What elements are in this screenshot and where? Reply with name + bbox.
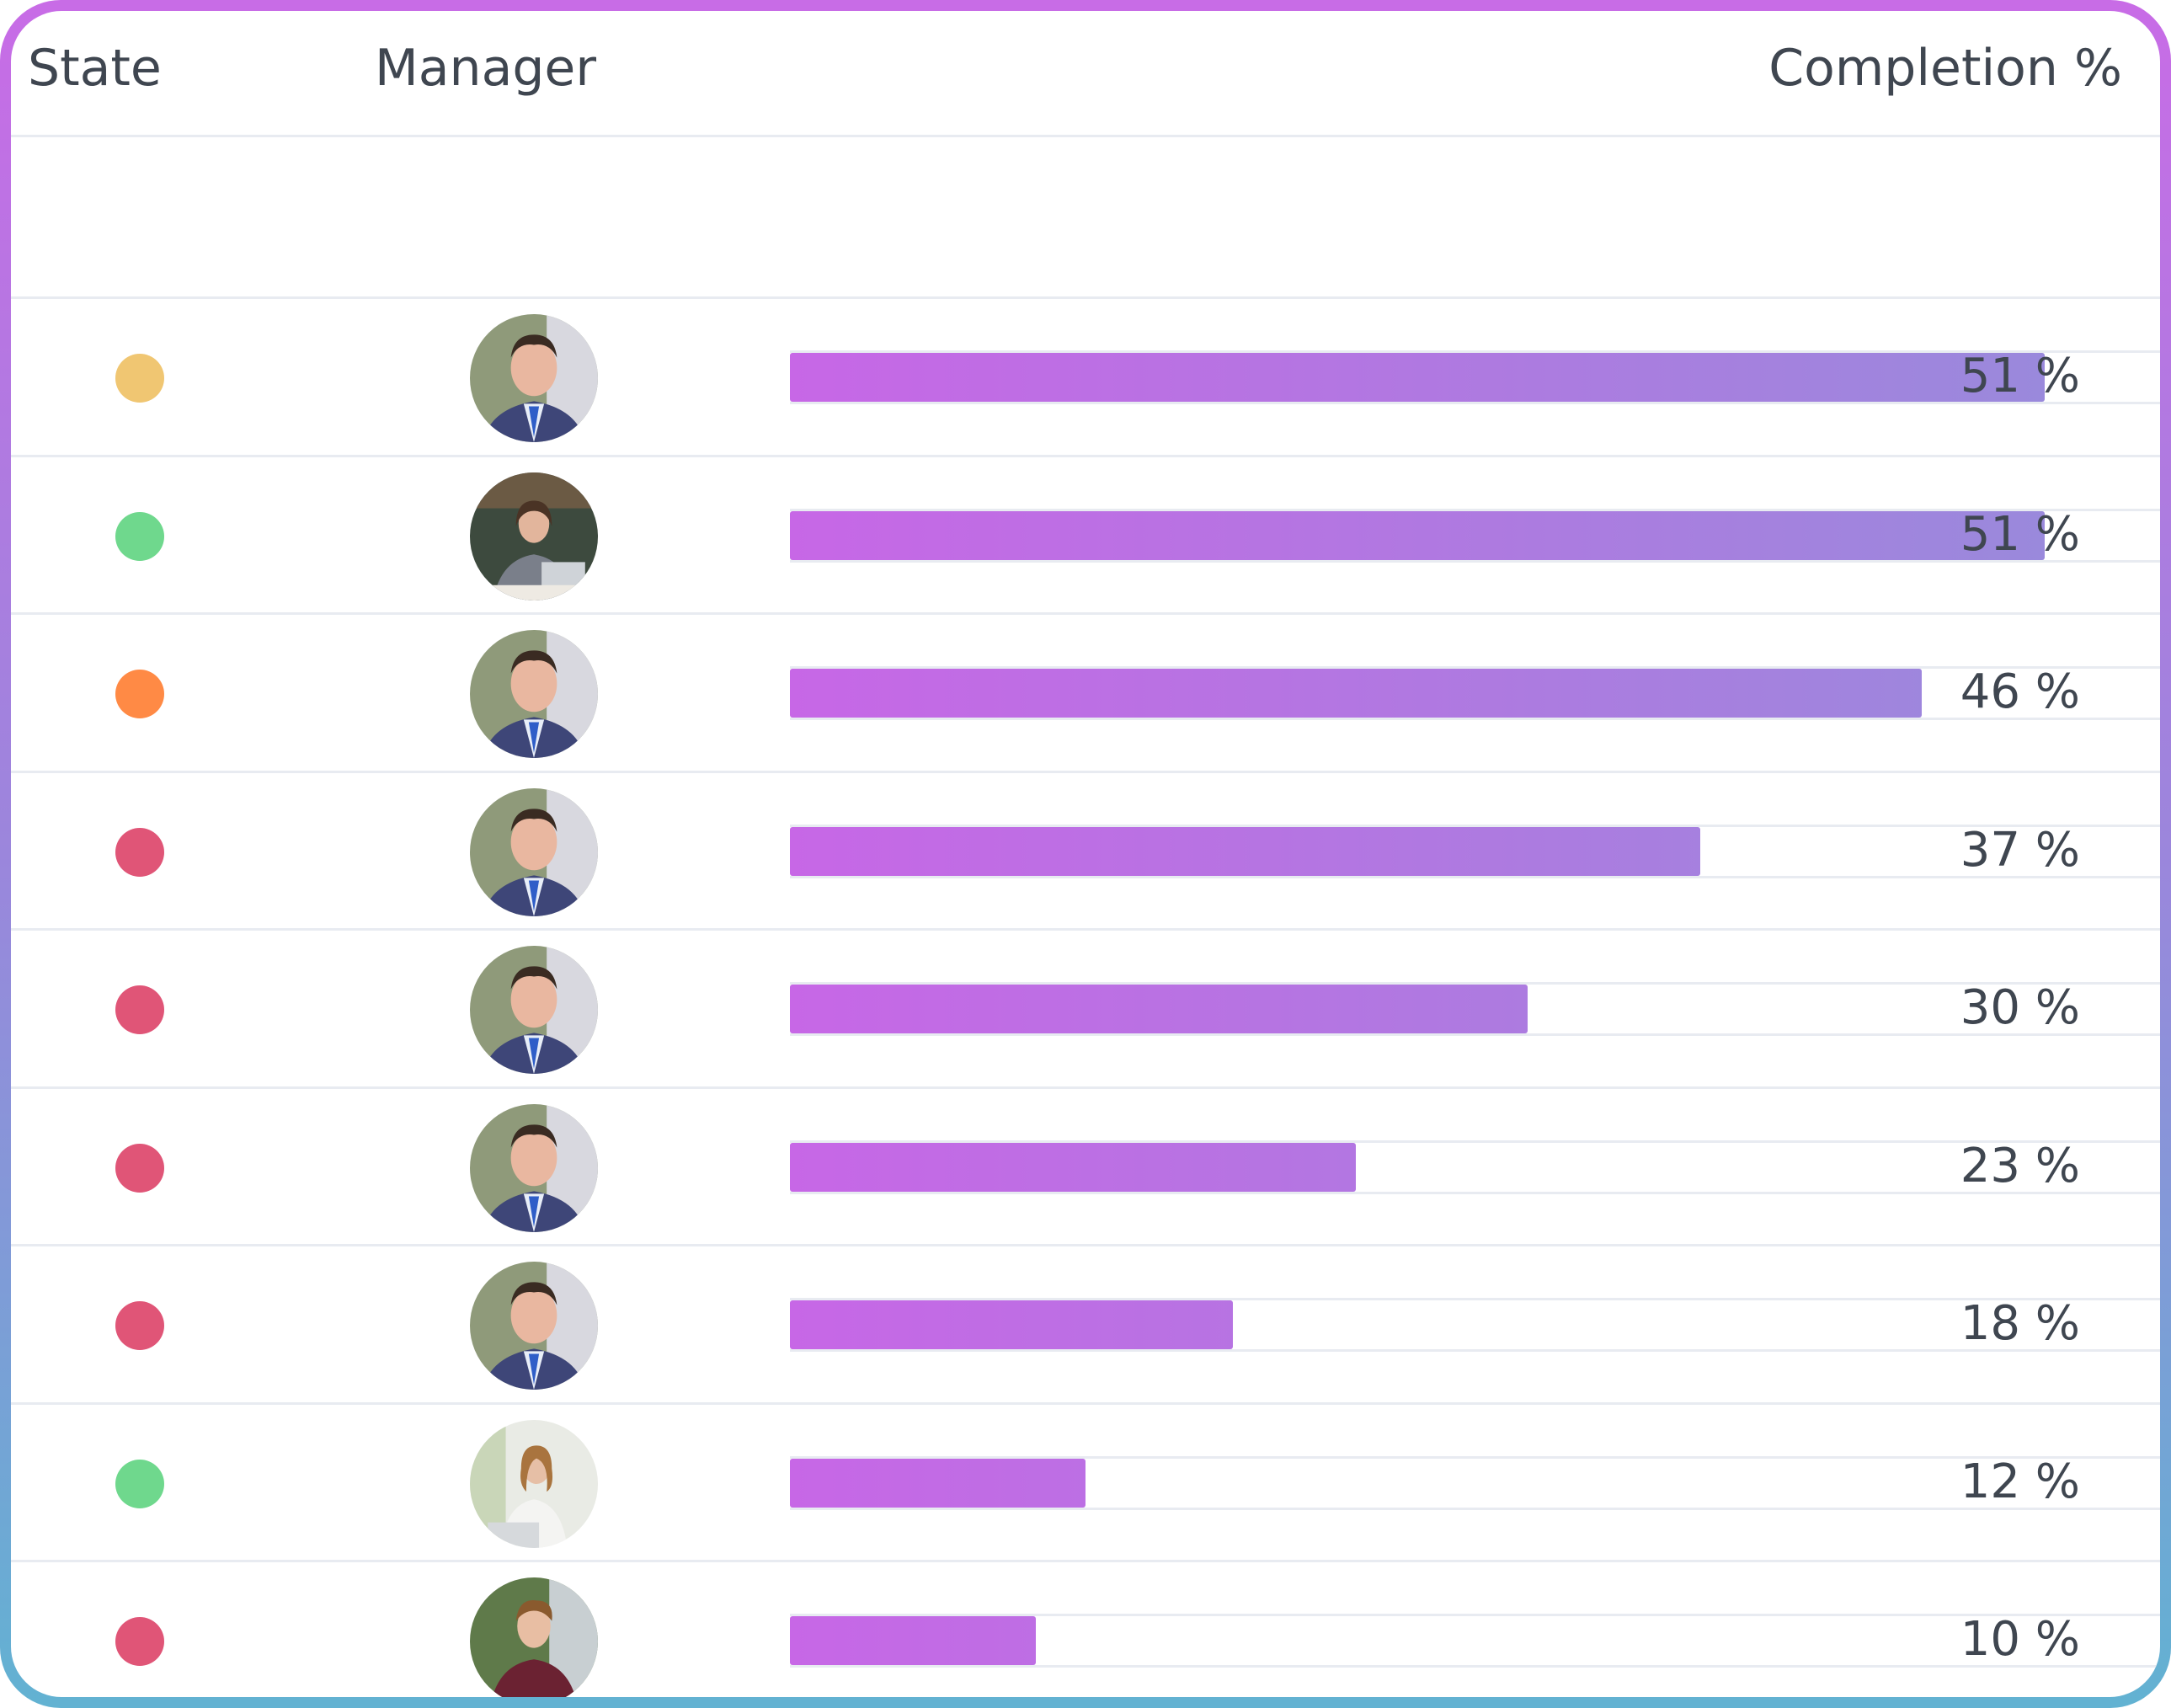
table-row[interactable]: 12 % [11,1405,2160,1562]
table-header: State Manager Completion % [11,11,2160,137]
woman-office-avatar[interactable] [470,1419,598,1548]
completion-track [790,824,2160,878]
table-body: 51 % 51 % 46 % 37 % 30 % 23 % 18 % 12 % 10 % [11,299,2160,1697]
table-row[interactable]: 10 % [11,1562,2160,1697]
state-indicator [115,670,164,718]
man-suit-avatar[interactable] [470,946,598,1074]
column-header-completion[interactable]: Completion % [1768,39,2122,98]
table-row[interactable]: 51 % [11,457,2160,615]
completion-bar [790,353,2045,402]
state-indicator [115,1459,164,1508]
filter-row [11,137,2160,299]
table-row[interactable]: 23 % [11,1089,2160,1246]
table-row[interactable]: 51 % [11,299,2160,457]
completion-track [790,1455,2160,1510]
completion-track [790,1140,2160,1194]
completion-bar [790,1458,1086,1508]
woman-laptop-avatar[interactable] [470,472,598,600]
man-suit-avatar[interactable] [470,787,598,916]
completion-value: 51 % [1960,506,2080,562]
table-row[interactable]: 30 % [11,931,2160,1089]
state-indicator [115,354,164,403]
completion-bar [790,985,1528,1033]
table-card: State Manager Completion % 51 % 51 % 46 % 3… [11,11,2160,1697]
completion-value: 18 % [1960,1296,2080,1351]
completion-value: 30 % [1960,980,2080,1035]
completion-bar [790,826,1700,876]
completion-track [790,350,2160,404]
completion-bar [790,1616,1037,1665]
completion-bar [790,1142,1356,1192]
completion-bar [790,669,1922,718]
man-suit-avatar[interactable] [470,1103,598,1232]
completion-value: 46 % [1960,665,2080,719]
completion-track [790,666,2160,720]
state-indicator [115,511,164,561]
completion-bar [790,510,2045,560]
man-burgundy-avatar[interactable] [470,1577,598,1697]
completion-value: 23 % [1960,1138,2080,1193]
completion-value: 10 % [1960,1612,2080,1667]
column-header-state[interactable]: State [28,39,162,98]
state-indicator [115,1301,164,1350]
completion-value: 12 % [1960,1454,2080,1509]
completion-value: 51 % [1960,349,2080,403]
completion-value: 37 % [1960,822,2080,878]
completion-track [790,1298,2160,1352]
table-row[interactable]: 37 % [11,773,2160,931]
state-indicator [115,985,164,1034]
man-suit-avatar[interactable] [470,630,598,758]
table-row[interactable]: 18 % [11,1246,2160,1405]
state-indicator [115,1617,164,1666]
column-header-manager[interactable]: Manager [375,39,596,98]
state-indicator [115,827,164,877]
man-suit-avatar[interactable] [470,1262,598,1390]
completion-track [790,1614,2160,1668]
completion-bar [790,1300,1233,1349]
completion-track [790,982,2160,1036]
table-row[interactable]: 46 % [11,615,2160,773]
man-suit-avatar[interactable] [470,314,598,442]
state-indicator [115,1143,164,1193]
completion-track [790,508,2160,563]
